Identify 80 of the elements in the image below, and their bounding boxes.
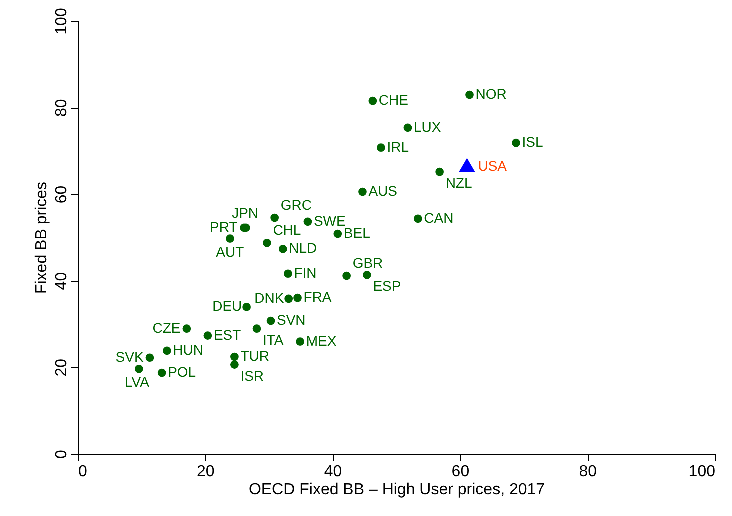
annotation: MEX xyxy=(306,332,338,349)
annotation: AUS xyxy=(368,183,398,200)
point xyxy=(296,338,304,346)
point xyxy=(294,294,302,302)
x-tick-label: 0 xyxy=(78,464,88,480)
point xyxy=(363,270,372,280)
annotation: FRA xyxy=(304,289,332,306)
point xyxy=(158,368,166,378)
annotation: DEU xyxy=(212,298,242,314)
annotation: ISL xyxy=(522,134,544,150)
annotation: TUR xyxy=(240,348,270,364)
point xyxy=(263,238,272,248)
annotation: GBR xyxy=(352,255,384,272)
point xyxy=(270,214,280,222)
y-tick-label: 20 xyxy=(54,358,70,377)
annotation: HUN xyxy=(173,342,204,358)
annotation: EST xyxy=(214,326,242,343)
annotation: LVA xyxy=(125,374,150,390)
annotation: LUX xyxy=(414,118,442,135)
annotation: AUT xyxy=(216,244,245,260)
point xyxy=(304,218,312,226)
point xyxy=(242,303,251,312)
y-axis-title: Fixed BB prices xyxy=(34,182,50,294)
x-tick-label: 100 xyxy=(688,464,716,480)
point xyxy=(230,352,239,362)
x-tick-label: 40 xyxy=(324,464,342,480)
annotation: ISR xyxy=(240,368,264,384)
annotation: CHL xyxy=(273,222,302,238)
annotation: ITA xyxy=(262,332,284,348)
annotation: SWE xyxy=(314,212,346,229)
annotation: GRC xyxy=(280,197,312,214)
point xyxy=(284,294,294,304)
x-tick-label: 20 xyxy=(197,464,215,480)
point xyxy=(146,354,154,362)
annotation: PRT xyxy=(210,218,238,235)
point xyxy=(368,96,378,106)
annotation: POL xyxy=(168,364,196,380)
x-tick-label: 60 xyxy=(452,464,470,480)
point xyxy=(252,324,262,334)
point xyxy=(204,332,212,340)
y-tick-label: 100 xyxy=(54,8,70,35)
point xyxy=(284,270,292,278)
annotation: JPN xyxy=(232,204,259,221)
annotation: NOR xyxy=(476,86,507,102)
annotation: ESP xyxy=(373,278,402,294)
point xyxy=(226,234,234,243)
point xyxy=(278,245,288,254)
annotation: BEL xyxy=(344,225,371,242)
series-label: USA xyxy=(478,158,508,174)
point xyxy=(134,364,144,374)
annotation: NZL xyxy=(446,175,472,192)
annotation: SVN xyxy=(277,312,306,328)
annotation: CHE xyxy=(378,92,408,108)
point xyxy=(512,138,520,148)
x-axis-title: OECD Fixed BB – High User prices, 2017 xyxy=(248,482,546,498)
point xyxy=(358,188,367,196)
point xyxy=(459,158,476,172)
annotation: IRL xyxy=(387,138,410,155)
point xyxy=(334,230,342,238)
point xyxy=(230,360,239,369)
annotation: FIN xyxy=(294,264,317,281)
point xyxy=(436,168,444,176)
y-tick-label: 0 xyxy=(54,450,70,459)
y-tick-label: 60 xyxy=(54,186,70,204)
annotation: CZE xyxy=(152,320,181,336)
point xyxy=(404,124,412,132)
point xyxy=(162,346,172,356)
annotation: NLD xyxy=(289,240,318,256)
point xyxy=(182,324,192,334)
point xyxy=(466,90,474,100)
y-tick-label: 80 xyxy=(54,99,70,117)
annotation: CAN xyxy=(424,210,454,226)
point xyxy=(342,272,351,280)
x-tick-label: 80 xyxy=(579,464,598,480)
point xyxy=(266,316,276,326)
point xyxy=(377,144,386,152)
point xyxy=(414,214,422,224)
annotation: SVK xyxy=(116,348,144,365)
annotation: DNK xyxy=(254,290,285,306)
y-tick-label: 40 xyxy=(54,272,70,290)
